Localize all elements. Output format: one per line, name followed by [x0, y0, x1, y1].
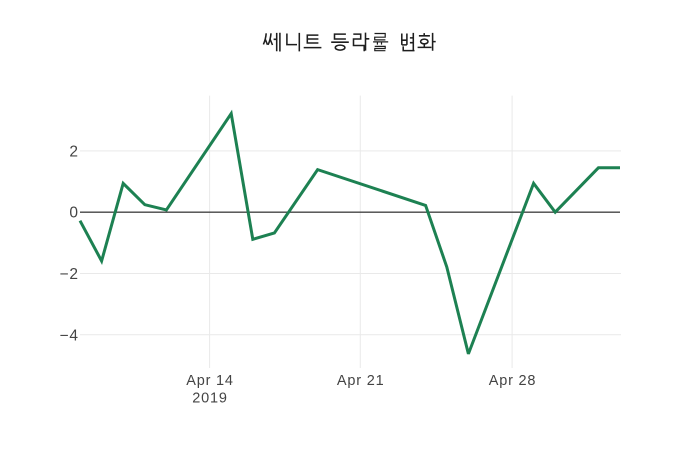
svg-text:−4: −4 — [60, 327, 79, 344]
svg-text:2: 2 — [69, 143, 78, 160]
svg-text:0: 0 — [69, 205, 78, 222]
svg-text:2019: 2019 — [192, 391, 227, 407]
svg-text:−2: −2 — [60, 266, 79, 283]
svg-text:Apr 14: Apr 14 — [186, 373, 234, 389]
svg-text:Apr 28: Apr 28 — [489, 373, 537, 389]
svg-text:Apr 21: Apr 21 — [337, 373, 385, 389]
